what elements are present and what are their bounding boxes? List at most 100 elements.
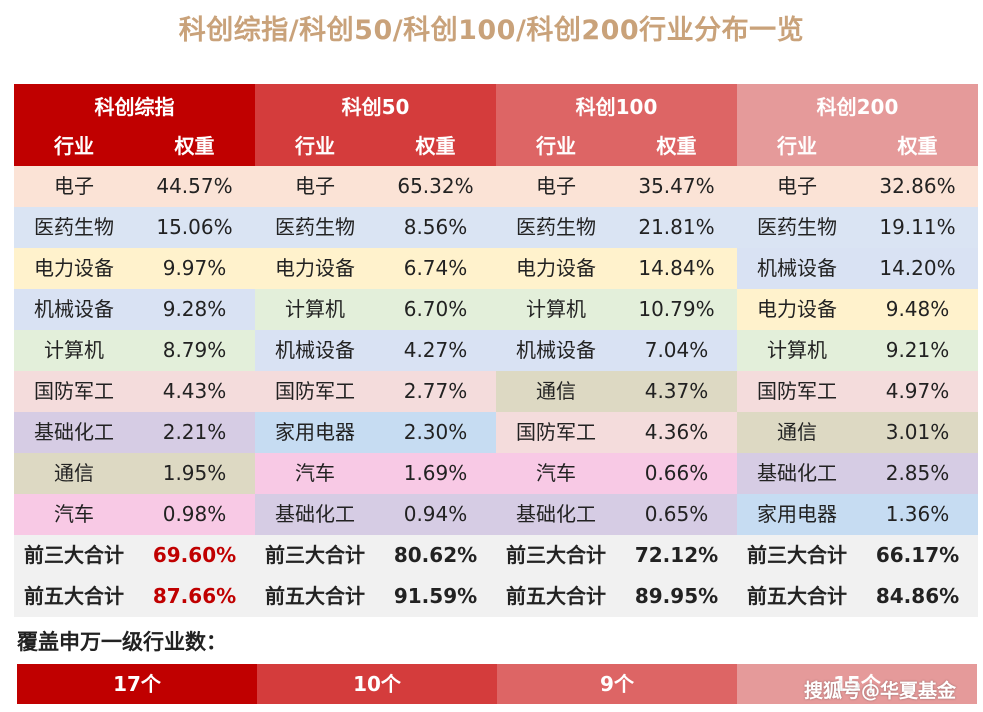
- sum-label: 前三大合计: [737, 535, 857, 576]
- table-row: 电子 44.57% 电子 65.32% 电子 35.47% 电子 32.86%: [14, 166, 978, 207]
- weight-cell: 21.81%: [616, 207, 737, 248]
- industry-cell: 通信: [737, 412, 857, 453]
- industry-cell: 电力设备: [14, 248, 134, 289]
- industry-cell: 汽车: [496, 453, 616, 494]
- weight-cell: 8.79%: [134, 330, 255, 371]
- sum-value: 69.60%: [134, 535, 255, 576]
- column-header-industry: 行业: [255, 126, 375, 166]
- industry-cell: 电力设备: [737, 289, 857, 330]
- group-name: 科创100: [496, 84, 737, 126]
- weight-cell: 4.97%: [857, 371, 978, 412]
- weight-cell: 2.21%: [134, 412, 255, 453]
- sum-value: 72.12%: [616, 535, 737, 576]
- column-header-industry: 行业: [14, 126, 134, 166]
- weight-cell: 7.04%: [616, 330, 737, 371]
- weight-cell: 2.77%: [375, 371, 496, 412]
- sum-value: 66.17%: [857, 535, 978, 576]
- sum-label: 前五大合计: [14, 576, 134, 617]
- table-row: 基础化工 2.21% 家用电器 2.30% 国防军工 4.36% 通信 3.01%: [14, 412, 978, 453]
- weight-cell: 2.30%: [375, 412, 496, 453]
- table-row: 机械设备 9.28% 计算机 6.70% 计算机 10.79% 电力设备 9.48%: [14, 289, 978, 330]
- industry-cell: 通信: [496, 371, 616, 412]
- industry-cell: 汽车: [14, 494, 134, 535]
- weight-cell: 0.98%: [134, 494, 255, 535]
- weight-cell: 44.57%: [134, 166, 255, 207]
- watermark: 搜狐号@华夏基金: [804, 680, 957, 702]
- sum-value: 80.62%: [375, 535, 496, 576]
- industry-cell: 家用电器: [737, 494, 857, 535]
- industry-cell: 汽车: [255, 453, 375, 494]
- table-row: 通信 1.95% 汽车 1.69% 汽车 0.66% 基础化工 2.85%: [14, 453, 978, 494]
- industry-cell: 医药生物: [496, 207, 616, 248]
- cover-count: 10个: [257, 664, 497, 704]
- table-row: 汽车 0.98% 基础化工 0.94% 基础化工 0.65% 家用电器 1.36%: [14, 494, 978, 535]
- header-group-row: 科创综指 科创50 科创100 科创200: [14, 84, 978, 126]
- industry-cell: 电力设备: [496, 248, 616, 289]
- group-name: 科创200: [737, 84, 978, 126]
- weight-cell: 0.65%: [616, 494, 737, 535]
- industry-cell: 计算机: [255, 289, 375, 330]
- industry-cell: 电子: [255, 166, 375, 207]
- industry-cell: 国防军工: [255, 371, 375, 412]
- weight-cell: 1.69%: [375, 453, 496, 494]
- column-header-industry: 行业: [496, 126, 616, 166]
- weight-cell: 10.79%: [616, 289, 737, 330]
- weight-cell: 65.32%: [375, 166, 496, 207]
- weight-cell: 14.84%: [616, 248, 737, 289]
- sum-label: 前三大合计: [496, 535, 616, 576]
- industry-cell: 计算机: [496, 289, 616, 330]
- industry-cell: 机械设备: [14, 289, 134, 330]
- page-title: 科创综指/科创50/科创100/科创200行业分布一览: [178, 15, 805, 46]
- industry-cell: 电力设备: [255, 248, 375, 289]
- weight-cell: 4.37%: [616, 371, 737, 412]
- weight-cell: 1.95%: [134, 453, 255, 494]
- weight-cell: 9.28%: [134, 289, 255, 330]
- top5-sum-row: 前五大合计 87.66% 前五大合计 91.59% 前五大合计 89.95% 前五大合计 84…: [14, 576, 978, 617]
- top3-sum-row: 前三大合计 69.60% 前三大合计 80.62% 前三大合计 72.12% 前三大合计 66…: [14, 535, 978, 576]
- weight-cell: 4.36%: [616, 412, 737, 453]
- cover-count-row: 17个 10个 9个 15个: [17, 664, 978, 704]
- sum-value: 84.86%: [857, 576, 978, 617]
- industry-cell: 基础化工: [496, 494, 616, 535]
- industry-cell: 电子: [496, 166, 616, 207]
- weight-cell: 32.86%: [857, 166, 978, 207]
- weight-cell: 9.97%: [134, 248, 255, 289]
- industry-cell: 家用电器: [255, 412, 375, 453]
- industry-cell: 机械设备: [737, 248, 857, 289]
- weight-cell: 8.56%: [375, 207, 496, 248]
- sum-value: 91.59%: [375, 576, 496, 617]
- weight-cell: 4.43%: [134, 371, 255, 412]
- industry-cell: 电子: [737, 166, 857, 207]
- cover-count: 15个: [737, 664, 977, 704]
- weight-cell: 35.47%: [616, 166, 737, 207]
- cover-count: 9个: [497, 664, 737, 704]
- sum-value: 89.95%: [616, 576, 737, 617]
- sum-value: 87.66%: [134, 576, 255, 617]
- industry-cell: 国防军工: [496, 412, 616, 453]
- industry-cell: 基础化工: [14, 412, 134, 453]
- table-row: 国防军工 4.43% 国防军工 2.77% 通信 4.37% 国防军工 4.97%: [14, 371, 978, 412]
- sum-label: 前五大合计: [255, 576, 375, 617]
- weight-cell: 9.48%: [857, 289, 978, 330]
- industry-cell: 计算机: [14, 330, 134, 371]
- group-name: 科创50: [255, 84, 496, 126]
- weight-cell: 6.74%: [375, 248, 496, 289]
- weight-cell: 1.36%: [857, 494, 978, 535]
- weight-cell: 0.94%: [375, 494, 496, 535]
- table-row: 计算机 8.79% 机械设备 4.27% 机械设备 7.04% 计算机 9.21%: [14, 330, 978, 371]
- weight-cell: 14.20%: [857, 248, 978, 289]
- weight-cell: 4.27%: [375, 330, 496, 371]
- weight-cell: 9.21%: [857, 330, 978, 371]
- sum-label: 前三大合计: [14, 535, 134, 576]
- industry-cell: 医药生物: [737, 207, 857, 248]
- industry-cell: 基础化工: [737, 453, 857, 494]
- cover-label: 覆盖申万一级行业数：: [17, 630, 227, 654]
- industry-cell: 国防军工: [737, 371, 857, 412]
- column-header-industry: 行业: [737, 126, 857, 166]
- sum-label: 前五大合计: [737, 576, 857, 617]
- column-header-weight: 权重: [857, 126, 978, 166]
- industry-cell: 通信: [14, 453, 134, 494]
- industry-table: 科创综指 科创50 科创100 科创200 行业 权重 行业 权重 行业 权重 行业 权重 电子 44.5…: [14, 84, 978, 617]
- industry-cell: 机械设备: [496, 330, 616, 371]
- industry-cell: 国防军工: [14, 371, 134, 412]
